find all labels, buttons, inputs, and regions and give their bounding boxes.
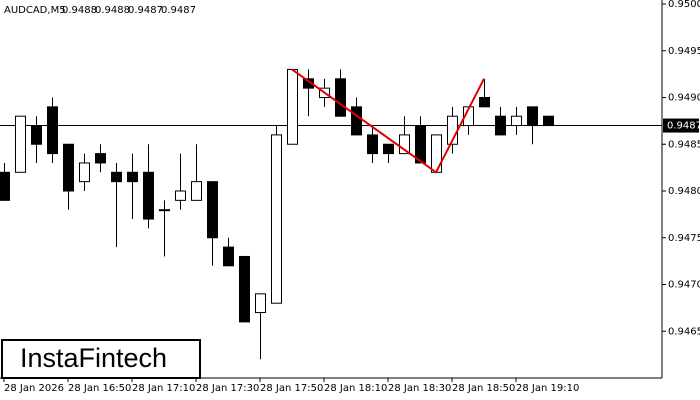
x-tick-label: 28 Jan 17:50	[260, 383, 323, 394]
y-tick-label: 0.9500	[668, 0, 700, 10]
y-tick-label: 0.9475	[668, 233, 700, 244]
candle-body	[239, 255, 250, 323]
x-tick-label: 28 Jan 18:30	[388, 383, 451, 394]
y-tick-label: 0.9480	[668, 186, 700, 197]
candle-body	[287, 68, 298, 145]
y-tick-label: 0.9465	[668, 326, 700, 337]
candle-body	[207, 181, 218, 239]
candle-body	[495, 115, 506, 136]
candle-body	[335, 78, 346, 117]
candle-body	[511, 115, 522, 127]
candle-body	[159, 209, 170, 212]
candle-body	[175, 190, 186, 201]
candle-body	[271, 134, 282, 304]
header-value: 0.9488	[62, 5, 97, 16]
candle-body	[79, 162, 90, 183]
header-value: 0.9487	[161, 5, 196, 16]
y-tick-label: 0.9485	[668, 139, 700, 150]
candle-body	[191, 181, 202, 201]
candle-body	[351, 106, 362, 136]
logo: InstaFintech	[20, 343, 167, 373]
pattern-line	[291, 68, 485, 174]
x-tick-label: 28 Jan 19:10	[516, 383, 579, 394]
candle-body	[543, 115, 554, 127]
candle-body	[223, 246, 234, 267]
candle-body	[399, 134, 410, 155]
candle-body	[367, 134, 378, 155]
y-tick-label: 0.9470	[668, 280, 700, 291]
candle-body	[143, 171, 154, 220]
candle-body	[95, 153, 106, 164]
candle-body	[479, 97, 490, 108]
x-tick-label: 28 Jan 16:50	[68, 383, 131, 394]
y-tick-label: 0.9495	[668, 46, 700, 57]
candle-body	[527, 106, 538, 127]
y-tick-label: 0.9490	[668, 93, 700, 104]
candle-body	[255, 293, 266, 314]
candle-body	[47, 106, 58, 155]
x-tick-label: 28 Jan 2026	[4, 383, 64, 394]
candle-body	[415, 125, 426, 164]
candle-body	[31, 125, 42, 145]
candle-body	[0, 171, 10, 201]
x-tick-label: 28 Jan 17:30	[196, 383, 259, 394]
x-tick-label: 28 Jan 18:50	[452, 383, 515, 394]
x-tick-label: 28 Jan 18:10	[324, 383, 387, 394]
candle-body	[303, 78, 314, 89]
symbol: AUDCAD,M5	[4, 5, 66, 16]
candle-body	[111, 171, 122, 183]
x-tick-label: 28 Jan 17:10	[132, 383, 195, 394]
logo-box	[1, 339, 201, 379]
candle-body	[63, 143, 74, 192]
header-value: 0.9487	[128, 5, 163, 16]
candle-body	[383, 143, 394, 155]
candle-body	[127, 171, 138, 183]
current-price-label: 0.9487	[667, 121, 700, 132]
candle-body	[15, 115, 26, 173]
current-price-box	[663, 118, 699, 133]
header-value: 0.9488	[95, 5, 130, 16]
